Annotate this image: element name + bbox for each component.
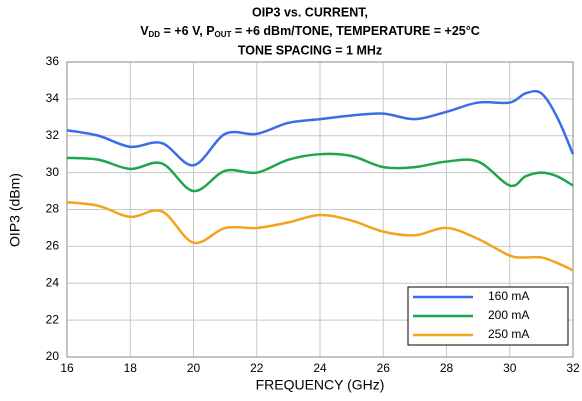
y-tick-label: 32 xyxy=(46,128,60,142)
legend-label: 200 mA xyxy=(488,308,529,322)
legend-label: 250 mA xyxy=(488,327,529,341)
subtitle-part: = +6 dBm/TONE, TEMPERATURE = +25°C xyxy=(231,24,479,38)
subscript: OUT xyxy=(215,30,232,39)
y-tick-label: 24 xyxy=(46,275,60,289)
subscript: DD xyxy=(149,30,161,39)
chart-subtitle: TONE SPACING = 1 MHz xyxy=(238,43,382,57)
y-tick-label: 28 xyxy=(46,202,60,216)
x-tick-label: 30 xyxy=(503,361,517,375)
y-tick-label: 26 xyxy=(46,239,60,253)
x-tick-label: 18 xyxy=(124,361,138,375)
x-tick-label: 24 xyxy=(313,361,327,375)
x-tick-label: 16 xyxy=(60,361,74,375)
x-tick-label: 32 xyxy=(566,361,580,375)
series-line xyxy=(66,152,574,193)
x-axis-label: FREQUENCY (GHz) xyxy=(256,377,385,393)
chart-title: OIP3 vs. CURRENT, xyxy=(252,5,368,19)
plot-frame xyxy=(66,61,574,358)
subtitle-part: = +6 V, P xyxy=(160,24,214,38)
y-axis-label: OIP3 (dBm) xyxy=(7,173,23,247)
y-tick-label: 22 xyxy=(46,312,60,326)
series-line xyxy=(66,200,574,272)
y-tick-label: 30 xyxy=(46,165,60,179)
x-tick-label: 20 xyxy=(187,361,201,375)
x-tick-label: 26 xyxy=(377,361,391,375)
legend-label: 160 mA xyxy=(488,289,529,303)
y-tick-label: 20 xyxy=(46,349,60,363)
y-tick-label: 34 xyxy=(46,91,60,105)
x-tick-label: 28 xyxy=(440,361,454,375)
series-line xyxy=(66,89,575,167)
y-tick-label: 36 xyxy=(46,54,60,68)
subtitle-part: V xyxy=(140,24,149,38)
chart-subtitle: VDD = +6 V, POUT = +6 dBm/TONE, TEMPERAT… xyxy=(140,24,480,39)
x-tick-label: 22 xyxy=(250,361,264,375)
